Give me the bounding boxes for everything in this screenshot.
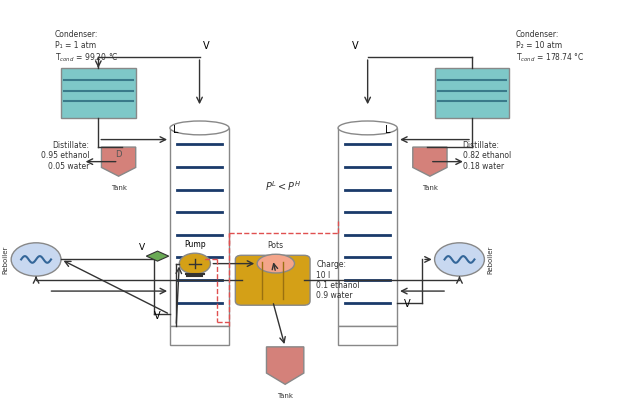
Ellipse shape: [338, 121, 398, 135]
Text: V: V: [403, 300, 410, 309]
Bar: [170, 326, 229, 345]
Text: Tank: Tank: [111, 184, 126, 191]
Polygon shape: [413, 147, 447, 176]
Text: Condenser:
P₂ = 10 atm
T$_{cond}$ = 178.74 °C: Condenser: P₂ = 10 atm T$_{cond}$ = 178.…: [516, 30, 584, 64]
Text: Reboiler: Reboiler: [487, 245, 494, 274]
FancyBboxPatch shape: [61, 68, 136, 118]
Text: Tank: Tank: [277, 393, 293, 398]
Text: V: V: [352, 41, 359, 51]
Text: $P^L < P^H$: $P^L < P^H$: [265, 179, 302, 193]
Polygon shape: [147, 251, 169, 261]
Text: Charge:
10 l
0.1 ethanol
0.9 water: Charge: 10 l 0.1 ethanol 0.9 water: [316, 260, 360, 300]
Bar: [170, 128, 229, 326]
Circle shape: [435, 243, 484, 276]
Text: Condenser:
P₁ = 1 atm
T$_{cond}$ = 99.20 °C: Condenser: P₁ = 1 atm T$_{cond}$ = 99.20…: [55, 30, 118, 64]
Text: V: V: [154, 311, 161, 321]
Text: Tank: Tank: [422, 184, 438, 191]
Text: D: D: [116, 150, 122, 160]
Ellipse shape: [170, 121, 229, 135]
FancyBboxPatch shape: [435, 68, 509, 118]
Text: V: V: [203, 41, 209, 51]
Text: Reboiler: Reboiler: [2, 245, 8, 274]
Text: V: V: [139, 243, 145, 252]
Text: Pump: Pump: [184, 240, 206, 249]
Polygon shape: [267, 347, 304, 384]
Circle shape: [11, 243, 61, 276]
Text: L: L: [173, 125, 179, 135]
Text: Distillate:
0.82 ethanol
0.18 water: Distillate: 0.82 ethanol 0.18 water: [462, 141, 511, 171]
FancyBboxPatch shape: [235, 255, 310, 305]
Text: L: L: [385, 125, 390, 135]
Bar: [338, 326, 398, 345]
Ellipse shape: [257, 254, 294, 273]
Text: Distillate:
0.95 ethanol
0.05 water: Distillate: 0.95 ethanol 0.05 water: [40, 141, 89, 171]
Polygon shape: [101, 147, 136, 176]
Text: Pots: Pots: [268, 241, 284, 250]
Circle shape: [179, 253, 211, 274]
Bar: [338, 128, 398, 326]
